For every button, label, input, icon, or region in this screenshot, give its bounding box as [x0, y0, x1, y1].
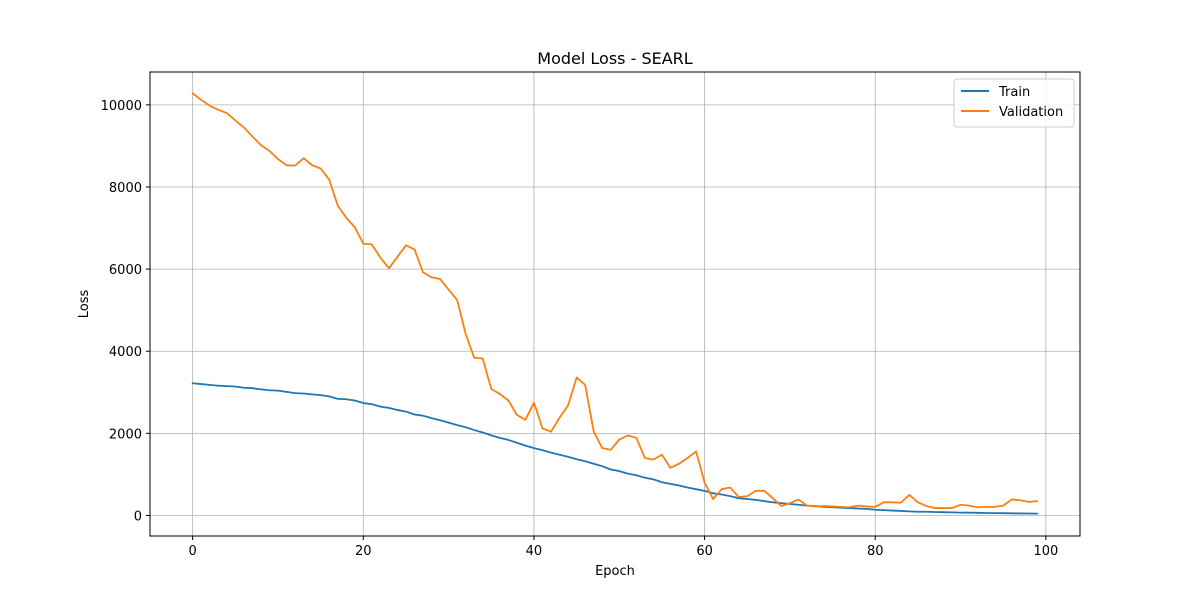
- plot-frame: [149, 71, 1081, 537]
- x-tick-label: 100: [1033, 544, 1058, 559]
- legend: Train Validation: [953, 78, 1075, 128]
- series-line-train: [191, 382, 1039, 515]
- y-tick-label: 6000: [109, 263, 142, 278]
- y-tick-label: 0: [134, 509, 142, 524]
- series-line-validation: [191, 92, 1039, 509]
- chart-title: Model Loss - SEARL: [537, 49, 692, 68]
- x-tick-label: 0: [189, 544, 197, 559]
- grid-lines: [150, 72, 1080, 536]
- x-axis-label: Epoch: [595, 564, 635, 579]
- x-tick-label: 40: [526, 544, 543, 559]
- x-tick-label: 20: [355, 544, 372, 559]
- y-tick-label: 2000: [109, 427, 142, 442]
- legend-label-validation: Validation: [999, 105, 1063, 120]
- y-tick-label: 4000: [109, 345, 142, 360]
- x-tick-label: 80: [867, 544, 884, 559]
- y-axis-label: Loss: [77, 290, 92, 319]
- series-lines: [191, 92, 1039, 515]
- x-tick-label: 60: [696, 544, 713, 559]
- legend-label-train: Train: [998, 85, 1030, 100]
- y-tick-label: 10000: [101, 99, 142, 114]
- axis-ticks: 0 20 40 60 80 100 0 2000 4000 6000 8000 10000: [101, 99, 1059, 559]
- y-tick-label: 8000: [109, 181, 142, 196]
